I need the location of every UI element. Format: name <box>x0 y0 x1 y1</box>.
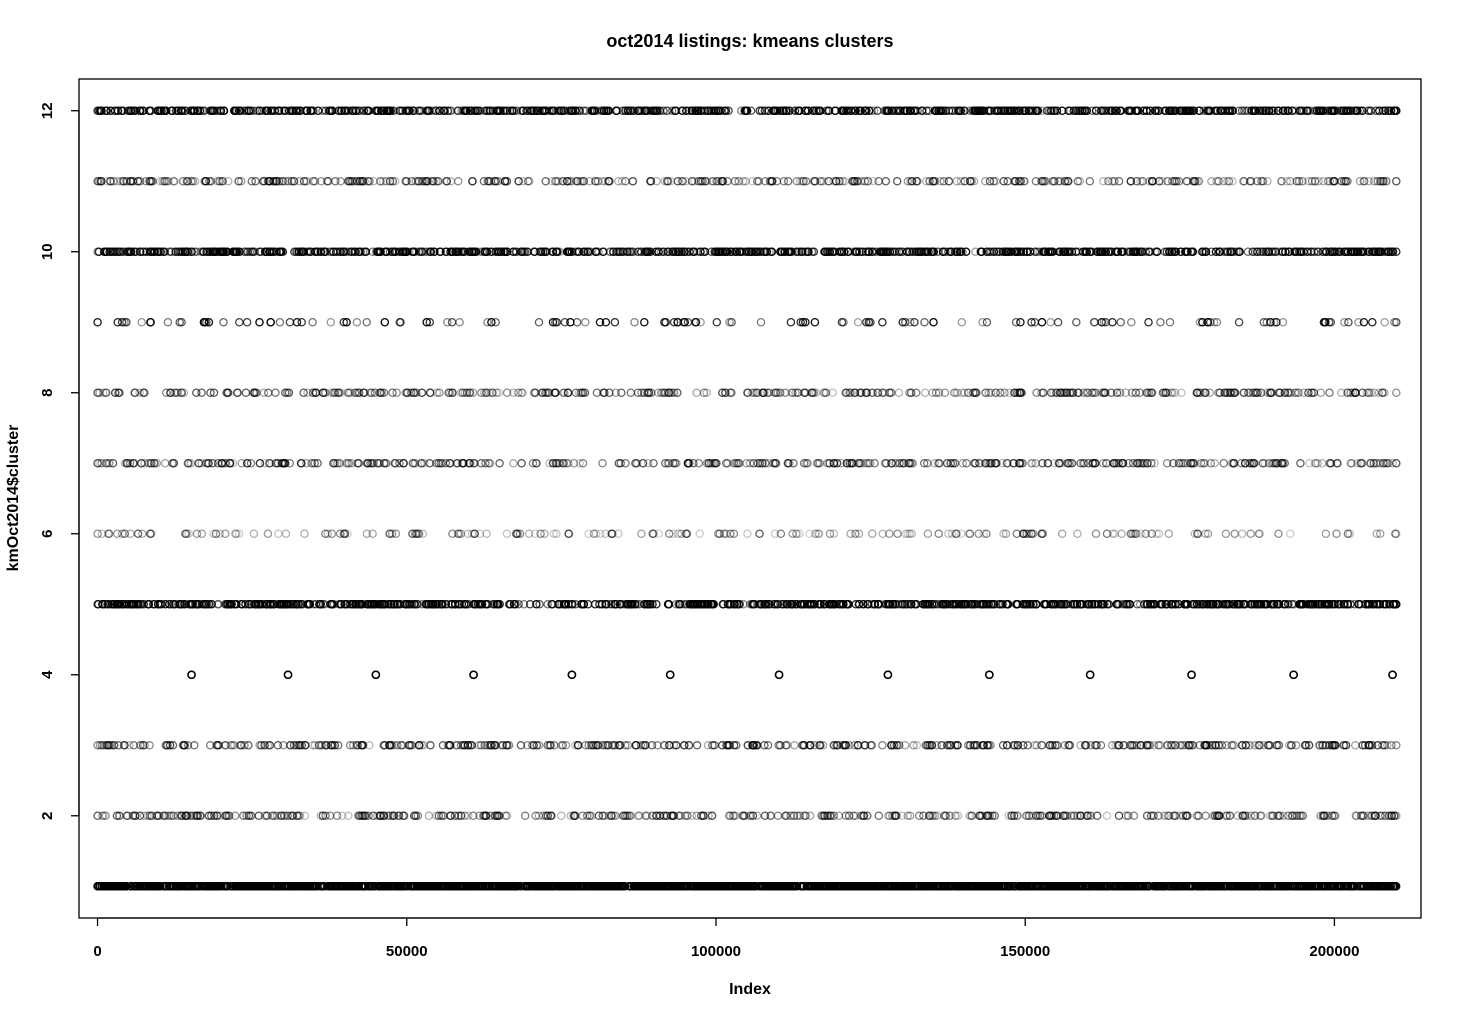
data-point <box>1351 741 1360 750</box>
data-point <box>923 529 933 539</box>
cluster-8-points <box>93 388 1401 397</box>
cluster-7-points <box>93 458 1401 468</box>
data-points <box>93 106 1401 891</box>
data-point <box>934 529 943 539</box>
cluster-6-points <box>93 529 1401 539</box>
data-point <box>1114 811 1124 821</box>
data-point <box>273 741 283 750</box>
data-point <box>495 458 504 468</box>
data-point <box>1316 388 1326 397</box>
data-point <box>1219 458 1228 468</box>
data-point <box>1388 670 1397 680</box>
data-point <box>687 811 697 821</box>
data-point <box>1332 529 1341 539</box>
data-point <box>1392 388 1401 397</box>
cluster-3-points <box>93 741 1401 750</box>
data-point <box>126 529 135 539</box>
data-point <box>300 811 310 821</box>
data-point <box>424 811 434 821</box>
data-point <box>684 741 694 750</box>
data-point <box>692 388 701 397</box>
data-point <box>187 670 196 680</box>
plot-frame <box>78 78 1422 919</box>
data-point <box>221 529 230 539</box>
data-point <box>160 458 170 468</box>
data-point <box>790 741 799 750</box>
data-point <box>653 741 662 750</box>
data-point <box>1221 529 1231 539</box>
data-point <box>1237 529 1247 539</box>
data-point <box>567 670 577 680</box>
data-point <box>1102 811 1112 821</box>
data-point <box>1296 458 1305 468</box>
data-point <box>695 529 704 539</box>
data-point <box>773 811 783 821</box>
data-point <box>1037 741 1047 750</box>
data-point <box>520 811 530 821</box>
data-point <box>1164 529 1174 539</box>
data-point <box>1085 670 1095 680</box>
data-point <box>1285 529 1295 539</box>
data-point <box>557 811 566 821</box>
data-point <box>325 811 335 821</box>
cluster-4-points <box>187 670 1397 680</box>
data-point <box>249 529 259 539</box>
data-point <box>1073 529 1082 539</box>
data-point <box>578 811 587 821</box>
data-point <box>883 670 893 680</box>
data-point <box>283 670 293 680</box>
data-point <box>598 458 607 468</box>
cluster-2-points <box>93 811 1401 821</box>
data-point <box>1057 529 1067 539</box>
data-point <box>743 529 752 539</box>
data-point <box>263 529 273 539</box>
data-point <box>878 741 887 750</box>
data-point <box>868 529 877 539</box>
data-point <box>281 529 291 539</box>
data-point <box>1318 458 1327 468</box>
data-point <box>774 670 784 680</box>
data-point <box>1274 529 1283 539</box>
data-point <box>665 670 675 680</box>
data-point <box>692 741 702 750</box>
data-point <box>1043 458 1052 468</box>
data-point <box>846 529 855 539</box>
data-point <box>502 529 512 539</box>
data-point <box>564 529 574 539</box>
data-point <box>637 529 646 539</box>
data-point <box>1230 529 1239 539</box>
data-point <box>893 529 902 539</box>
data-point <box>1222 741 1231 750</box>
data-point <box>643 458 653 468</box>
data-point <box>631 741 641 750</box>
data-point <box>517 458 526 468</box>
data-point <box>274 529 283 539</box>
cluster-5-points <box>93 600 1401 609</box>
data-point <box>371 670 381 680</box>
data-point <box>300 529 309 539</box>
data-point <box>874 811 884 821</box>
data-point <box>197 529 207 539</box>
data-point <box>469 670 478 680</box>
data-point <box>112 529 122 539</box>
data-point <box>984 670 994 680</box>
data-point <box>1091 529 1101 539</box>
data-point <box>1325 388 1334 397</box>
cluster-1-points <box>93 882 1401 891</box>
data-point <box>1321 529 1331 539</box>
data-point <box>1187 670 1196 680</box>
data-point <box>236 882 246 891</box>
data-point <box>1246 529 1255 539</box>
data-point <box>509 458 518 468</box>
data-point <box>1289 670 1299 680</box>
data-point <box>1201 811 1210 821</box>
chart-title: oct2014 listings: kmeans clusters <box>606 31 893 51</box>
